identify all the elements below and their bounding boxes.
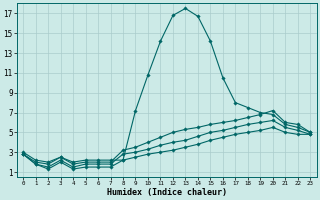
- X-axis label: Humidex (Indice chaleur): Humidex (Indice chaleur): [107, 188, 227, 197]
